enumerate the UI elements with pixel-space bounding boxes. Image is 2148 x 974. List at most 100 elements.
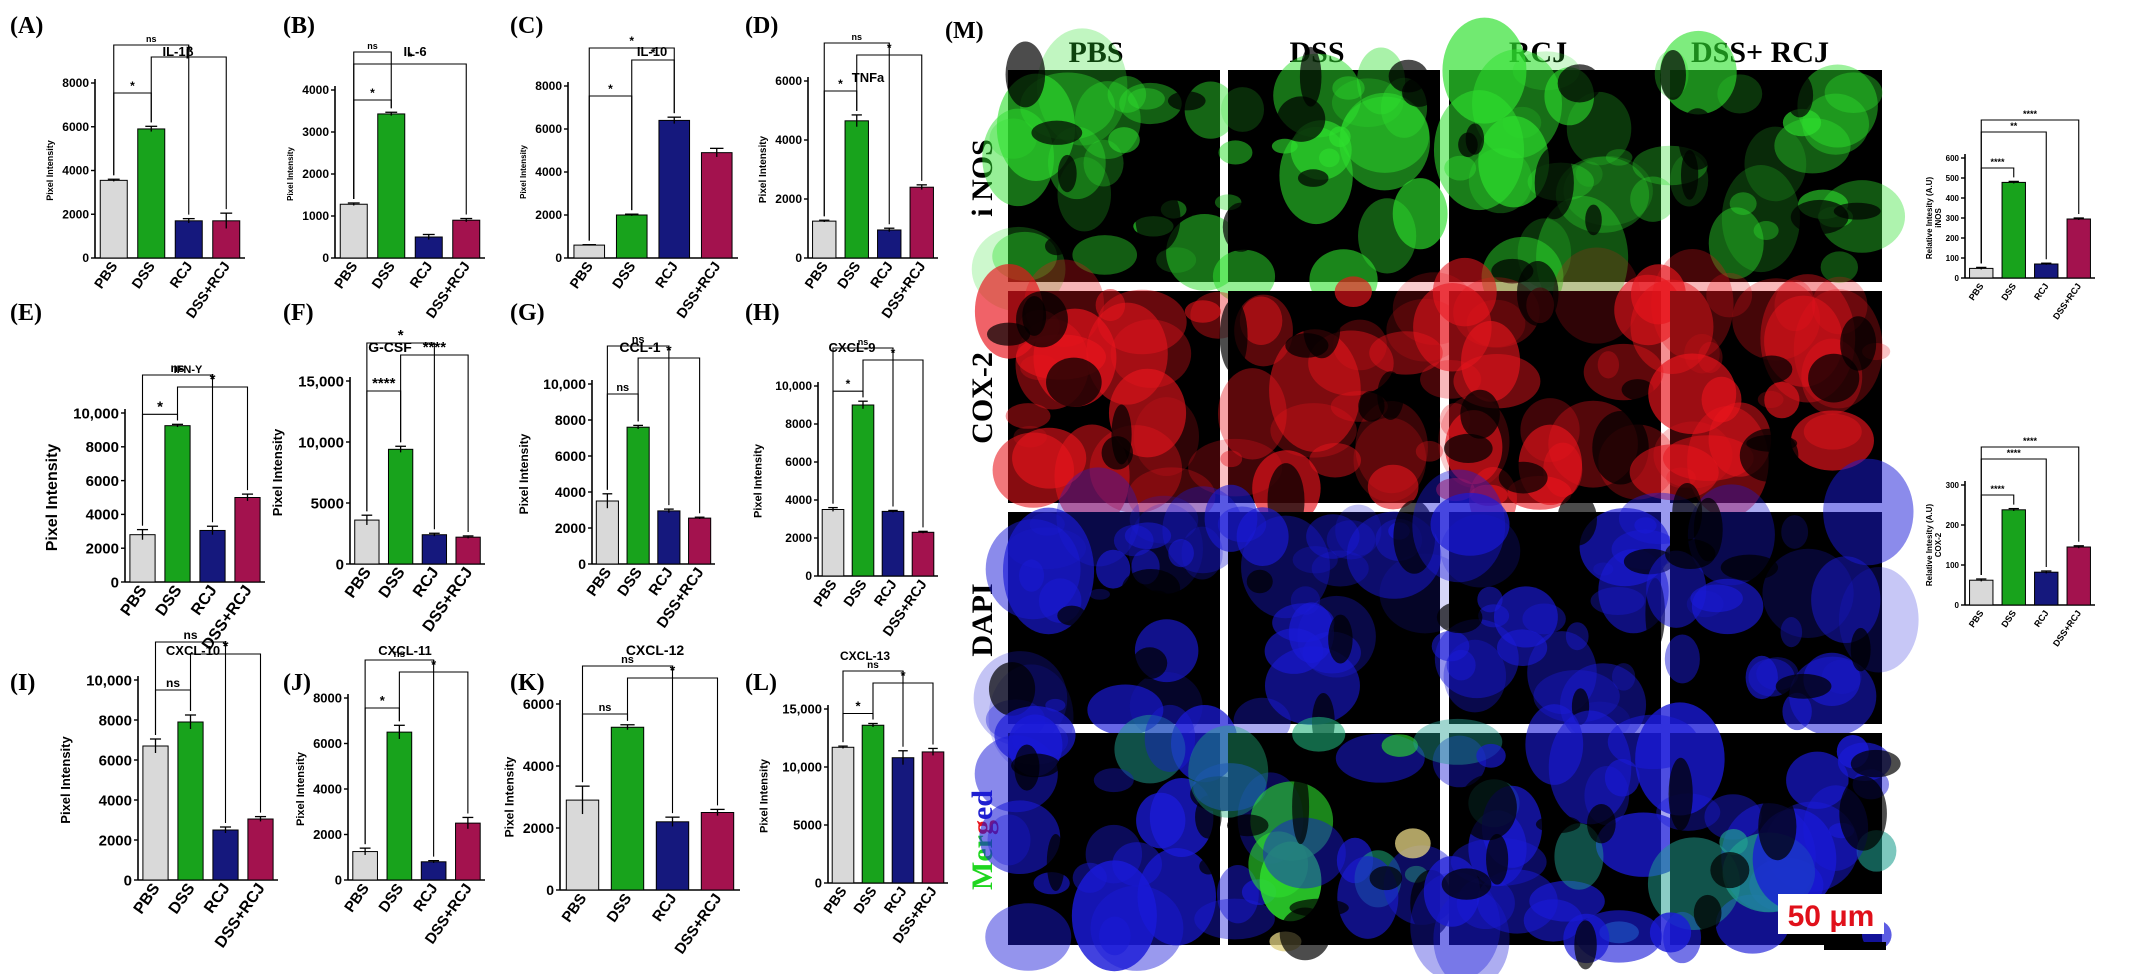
y-tick-label: 2000 [535, 208, 562, 222]
x-tick-label: PBS [584, 565, 616, 600]
x-tick-label: RCJ [870, 577, 899, 609]
bar-dss-rcj [234, 497, 261, 583]
bar-dss [610, 726, 645, 891]
x-tick-label: DSS+RCJ [2051, 281, 2083, 321]
bar-pbs [142, 745, 169, 881]
x-tick-label: RCJ [2032, 281, 2051, 301]
x-tick-label: DSS [153, 582, 186, 619]
x-tick-label: DSS [376, 564, 409, 601]
significance-label: * [398, 327, 404, 344]
chart-a: (A) IL-1β 0 2000 4000 6000 8000 Pixel Intensity… [10, 13, 245, 321]
x-tick-label: RCJ [867, 259, 896, 291]
y-axis-label: Pixel Intensity [758, 135, 769, 203]
bar-dss-rcj [921, 751, 945, 884]
y-axis-label: Pixel Intensity [270, 428, 285, 516]
micrograph-merged-pbs [974, 704, 1248, 972]
y-tick-label: 8000 [86, 439, 119, 456]
bar-pbs [354, 519, 380, 565]
x-tick-label: PBS [801, 259, 831, 292]
y-tick-label: 2000 [62, 207, 89, 221]
y-tick-label: 500 [1946, 174, 1960, 183]
x-tick-label: RCJ [410, 565, 442, 601]
panel-label-d: (D) [745, 13, 778, 39]
x-tick-label: RCJ [410, 881, 441, 915]
bar-dss [137, 128, 166, 259]
y-tick-label: 6000 [313, 736, 342, 751]
y-tick-label: 10,000 [775, 379, 812, 393]
chart-title: IL-6 [403, 44, 426, 59]
micrograph-dapi-dss [1204, 484, 1471, 751]
x-tick-label: DSS [376, 881, 408, 916]
significance-label: * [370, 86, 375, 100]
x-tick-label: PBS [810, 577, 840, 610]
y-tick-label: 0 [322, 251, 329, 265]
chart-title: G-CSF [368, 339, 412, 355]
panel-label-b: (B) [283, 13, 315, 39]
column-header-pbs: PBS [1068, 36, 1123, 69]
significance-label: **** [372, 375, 396, 392]
bar-rcj [199, 529, 226, 583]
chart-title: CXCL-11 [378, 643, 431, 658]
significance-bracket [154, 641, 227, 823]
x-tick-label: PBS [1967, 281, 1986, 302]
y-tick-label: 2000 [99, 832, 132, 849]
y-tick-label: 2000 [313, 827, 342, 842]
y-tick-label: 0 [1955, 601, 1960, 610]
significance-bracket [1980, 446, 2080, 575]
y-tick-label: 8000 [99, 712, 132, 729]
significance-label: ns [858, 337, 869, 347]
bar-dss [387, 448, 414, 565]
significance-label: ns [621, 654, 634, 666]
x-tick-label: PBS [1967, 608, 1986, 629]
y-tick-label: 4000 [302, 83, 329, 97]
x-tick-label: PBS [820, 884, 850, 917]
y-axis-label: Pixel Intensity [759, 758, 771, 833]
significance-label: ns [599, 702, 612, 714]
micrograph-inos-dss-rcj [1632, 30, 1906, 284]
y-tick-label: 8000 [555, 412, 586, 428]
bar-dss-rcj [909, 186, 934, 259]
y-tick-label: 200 [1946, 234, 1960, 243]
y-axis-label: Pixel Intensity [752, 443, 764, 518]
x-tick-label: PBS [559, 891, 591, 926]
bar-dss-rcj [247, 818, 274, 881]
x-tick-label: DSS [128, 259, 158, 292]
x-tick-label: RCJ [2032, 608, 2051, 628]
chart-b: (B) IL-6 0 1000 2000 3000 4000 Pixel Intensity P… [283, 13, 485, 321]
bar-pbs [831, 746, 855, 884]
significance-label: * [408, 50, 413, 64]
x-tick-label: RCJ [166, 259, 195, 291]
significance-label: **** [2023, 109, 2038, 119]
y-tick-label: 4000 [523, 758, 554, 774]
bar-rcj [891, 757, 915, 884]
significance-label: ns [367, 41, 378, 51]
bar-dss-rcj [455, 536, 481, 565]
significance-bracket [588, 47, 675, 241]
y-tick-label: 8000 [535, 79, 562, 93]
y-tick-label: 4000 [785, 493, 812, 507]
y-tick-label: 300 [1946, 214, 1960, 223]
y-tick-label: 2000 [785, 531, 812, 545]
significance-label: ns [170, 361, 184, 375]
chart-g: (G) CCL-1 0 2000 4000 6000 8000 10,000 Pixel Int… [510, 300, 715, 631]
significance-label: ns [851, 32, 862, 42]
bar-dss-rcj [2066, 218, 2091, 279]
y-tick-label: 10,000 [86, 672, 132, 689]
x-tick-label: RCJ [880, 884, 909, 916]
y-tick-label: 6000 [523, 696, 554, 712]
y-tick-label: 6000 [99, 752, 132, 769]
y-tick-label: 8000 [313, 691, 342, 706]
significance-bracket [366, 342, 435, 530]
bar-dss-rcj [2066, 546, 2091, 606]
y-tick-label: 0 [578, 556, 586, 572]
y-tick-label: 15,000 [782, 702, 822, 717]
panel-label-a: (A) [10, 13, 43, 39]
y-tick-label: 2000 [775, 192, 802, 206]
chart-k: (K) CXCL-12 0 2000 4000 6000 Pixel Intensity PB… [502, 642, 740, 957]
y-tick-label: 10,000 [73, 405, 119, 422]
bar-pbs [352, 851, 378, 881]
scale-bar-label-box [1778, 894, 1884, 934]
x-tick-label: PBS [118, 582, 151, 619]
chart-title: IL-1β [162, 44, 193, 59]
